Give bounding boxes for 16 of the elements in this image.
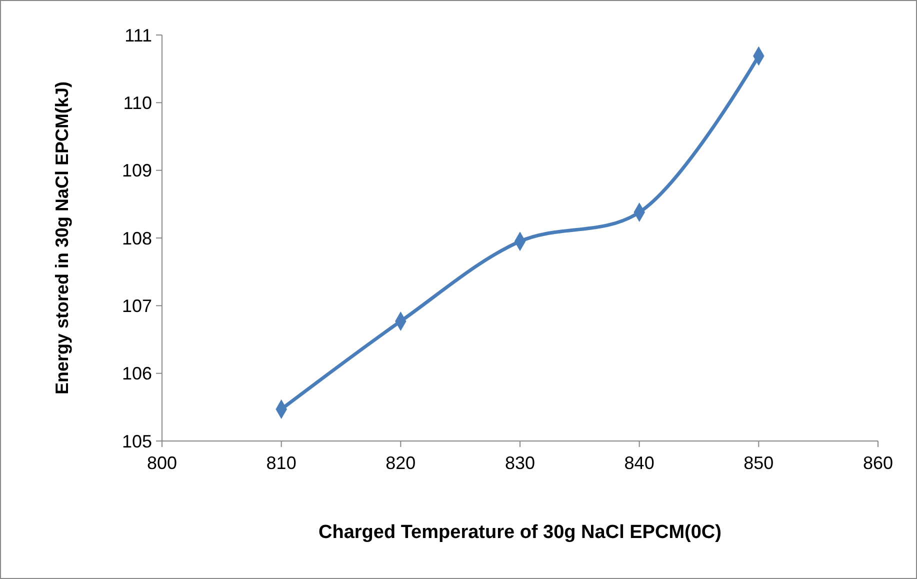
x-axis-title: Charged Temperature of 30g NaCl EPCM(0C) (318, 522, 722, 543)
y-tick-label: 110 (123, 92, 152, 113)
y-tick-label: 107 (122, 296, 152, 316)
x-tick-label: 860 (862, 453, 894, 473)
y-tick-label: 111 (124, 25, 152, 46)
y-tick-label: 106 (122, 364, 152, 384)
y-tick-label: 108 (122, 228, 152, 248)
x-tick-label: 820 (386, 453, 416, 473)
x-tick-label: 840 (624, 453, 654, 473)
x-tick-label: 830 (504, 453, 536, 473)
y-axis-title: Energy stored in 30g NaCl EPCM(kJ) (52, 81, 72, 395)
x-tick-label: 800 (146, 453, 178, 473)
x-tick-label: 810 (266, 453, 296, 473)
y-tick-label: 109 (122, 160, 152, 181)
y-tick-label: 105 (122, 431, 152, 452)
x-tick-label: 850 (744, 453, 774, 473)
